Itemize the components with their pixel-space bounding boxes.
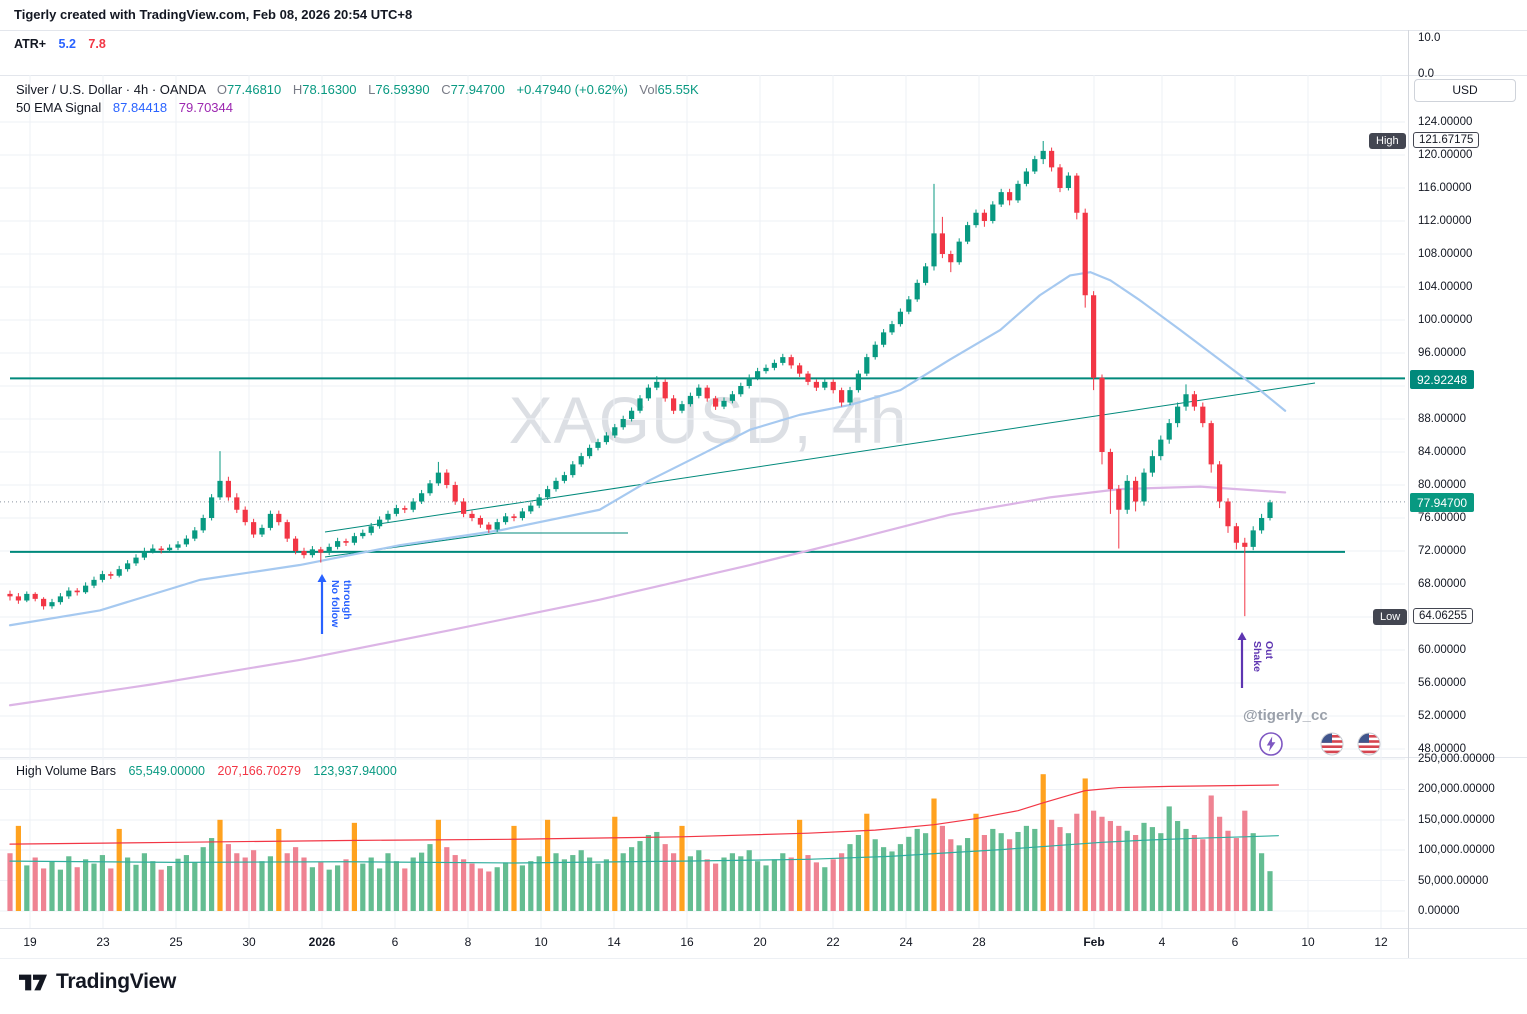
price-tick-label: 76.00000 <box>1418 512 1466 524</box>
price-tick-label: 96.00000 <box>1418 347 1466 359</box>
price-tick-label: 120.00000 <box>1418 149 1473 161</box>
open-label: O <box>216 82 228 97</box>
symbol-ohlc-row: Silver / U.S. Dollar · 4h · OANDA O77.46… <box>16 81 699 99</box>
high-value-badge: 121.67175 <box>1413 132 1480 148</box>
pane-separator <box>0 757 1527 758</box>
price-tick-label: 108.00000 <box>1418 248 1473 260</box>
ema-fast-value: 87.84418 <box>112 100 168 115</box>
time-tick-label: 14 <box>607 935 621 949</box>
pane-separator <box>0 30 1527 31</box>
flag-icon <box>1320 732 1344 756</box>
flag-icon <box>1357 732 1381 756</box>
pane-separator <box>0 958 1527 959</box>
tradingview-logo-icon <box>19 974 47 990</box>
snapshot-title: Tigerly created with TradingView.com, Fe… <box>14 7 413 22</box>
atr-indicator-row: ATR+ 5.2 7.8 <box>14 37 106 51</box>
time-tick-label: 30 <box>242 935 256 949</box>
high-tag: High <box>1369 133 1406 149</box>
author-handle: @tigerly_cc <box>1243 707 1328 724</box>
time-axis[interactable]: 19 23 25 30 2026 6 8 10 14 16 20 22 24 28 Feb 4 6 10 12 <box>0 928 1405 958</box>
level-price-badge: 92.92248 <box>1410 370 1475 389</box>
price-tick-label: 52.00000 <box>1418 710 1466 722</box>
volume-tick-label: 250,000.00000 <box>1418 753 1495 765</box>
price-tick-label: 88.00000 <box>1418 413 1466 425</box>
indicator-name[interactable]: 50 EMA Signal <box>16 100 102 115</box>
price-tick-label: 68.00000 <box>1418 578 1466 590</box>
tradingview-wordmark: TradingView <box>56 970 177 993</box>
close-value: 77.94700 <box>450 82 505 97</box>
volume-tick-label: 50,000.00000 <box>1418 874 1489 887</box>
time-tick-label: 10 <box>534 935 548 949</box>
time-tick-label: 28 <box>972 935 986 949</box>
price-tick-label: 104.00000 <box>1418 281 1473 293</box>
symbol-title[interactable]: Silver / U.S. Dollar · 4h · OANDA <box>16 82 206 97</box>
atr-value-1: 5.2 <box>58 37 76 51</box>
volume-value: 65.55K <box>657 82 699 97</box>
volume-average-value: 123,937.94000 <box>313 764 397 778</box>
pane-separator <box>0 928 1527 929</box>
time-tick-label: 6 <box>1231 935 1239 949</box>
high-label: H <box>292 82 303 97</box>
price-tick-label: 60.00000 <box>1418 644 1466 656</box>
atr-axis-bottom: 0.0 <box>1418 68 1434 80</box>
price-tick-label: 48.00000 <box>1418 743 1466 755</box>
volume-tick-label: 100,000.00000 <box>1418 844 1495 857</box>
tradingview-logo[interactable]: TradingView <box>18 970 176 994</box>
change-value: +0.47940 (+0.62%) <box>516 82 628 97</box>
time-tick-label: 19 <box>23 935 37 949</box>
low-tag: Low <box>1373 609 1408 625</box>
volume-indicator-row: High Volume Bars 65,549.00000 207,166.70… <box>16 764 397 778</box>
time-tick-label: 16 <box>680 935 694 949</box>
price-tick-label: 124.00000 <box>1418 116 1473 128</box>
last-price-badge: 77.94700 <box>1410 493 1475 512</box>
chart-canvas[interactable] <box>0 0 1405 958</box>
price-tick-label: 56.00000 <box>1418 677 1466 689</box>
price-tick-label: 72.00000 <box>1418 545 1466 557</box>
volume-threshold-value: 207,166.70279 <box>217 764 301 778</box>
lightning-icon <box>1259 732 1283 756</box>
time-tick-label: 20 <box>753 935 767 949</box>
price-tick-label: 112.00000 <box>1418 215 1472 227</box>
close-label: C <box>441 82 451 97</box>
indicator-row: 50 EMA Signal 87.84418 79.70344 <box>16 99 699 117</box>
low-value-badge: 64.06255 <box>1413 608 1473 624</box>
price-tick-label: 80.00000 <box>1418 479 1466 491</box>
atr-axis-top: 10.0 <box>1418 32 1441 44</box>
annotation-no-follow-through: No follow through <box>329 580 353 628</box>
current-volume-value: 65,549.00000 <box>128 764 206 778</box>
time-tick-label: 2026 <box>308 935 336 949</box>
snapshot-header: Tigerly created with TradingView.com, Fe… <box>0 0 1527 30</box>
open-value: 77.46810 <box>227 82 282 97</box>
time-tick-label: 4 <box>1158 935 1166 949</box>
volume-tick-label: 200,000.00000 <box>1418 783 1495 796</box>
low-value: 76.59390 <box>375 82 430 97</box>
pane-separator <box>0 75 1527 76</box>
volume-tick-label: 0.00000 <box>1418 905 1460 917</box>
price-tick-label: 84.00000 <box>1418 446 1466 458</box>
time-tick-label: 23 <box>96 935 110 949</box>
time-tick-label: 25 <box>169 935 183 949</box>
volume-tick-label: 150,000.00000 <box>1418 813 1495 826</box>
atr-value-2: 7.8 <box>88 37 106 51</box>
volume-label: Vol <box>639 82 658 97</box>
time-tick-label: 10 <box>1301 935 1315 949</box>
volume-indicator-name[interactable]: High Volume Bars <box>16 764 117 778</box>
time-tick-label: Feb <box>1083 935 1105 949</box>
time-tick-label: 8 <box>464 935 472 949</box>
currency-button[interactable]: USD <box>1414 79 1516 102</box>
time-tick-label: 24 <box>899 935 913 949</box>
price-axis[interactable]: 10.0 0.0 USD 124.00000 120.00000 116.00000… <box>1369 30 1527 958</box>
low-label: L <box>368 82 376 97</box>
time-tick-label: 22 <box>826 935 840 949</box>
ema-slow-value: 79.70344 <box>178 100 233 115</box>
time-tick-label: 12 <box>1374 935 1388 949</box>
price-tick-label: 116.00000 <box>1418 182 1472 194</box>
high-value: 78.16300 <box>302 82 357 97</box>
time-tick-label: 6 <box>391 935 399 949</box>
symbol-header: Silver / U.S. Dollar · 4h · OANDA O77.46… <box>16 81 699 117</box>
atr-label[interactable]: ATR+ <box>14 37 47 51</box>
annotation-shake-out: Shake Out <box>1251 641 1275 672</box>
price-tick-label: 100.00000 <box>1418 314 1473 326</box>
